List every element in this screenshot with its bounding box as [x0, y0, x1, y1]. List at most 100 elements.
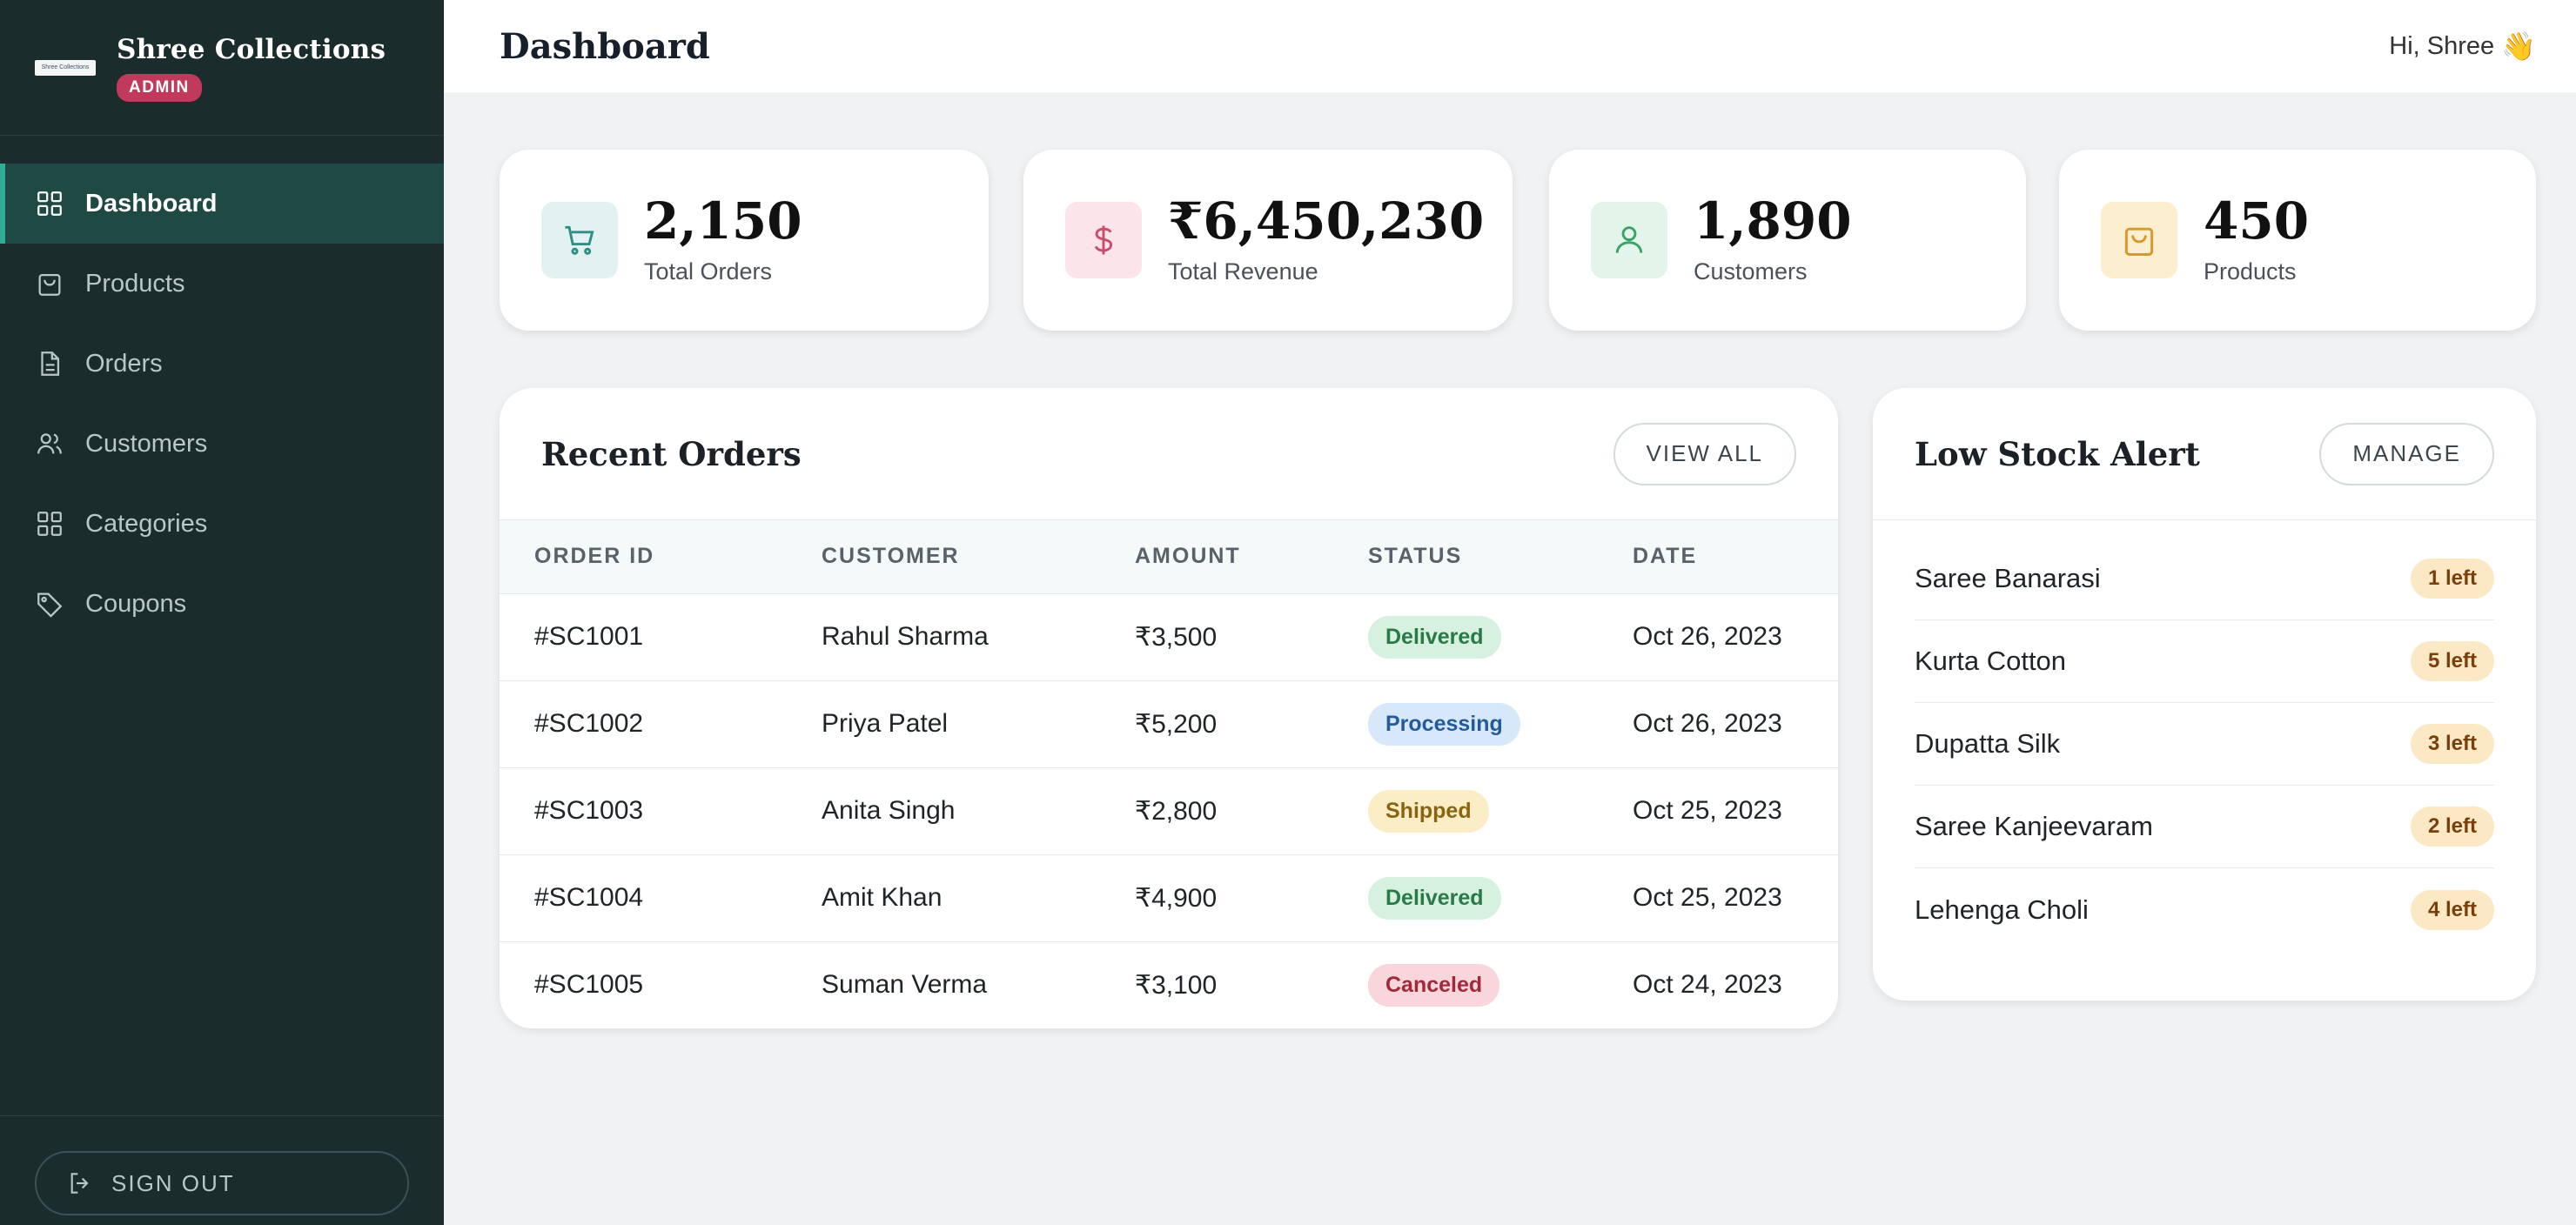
column-header[interactable]: AMOUNT	[1135, 544, 1241, 569]
bag-icon	[2101, 202, 2177, 278]
panel-title: Low Stock Alert	[1915, 434, 2200, 473]
brand: Shree Collections Shree Collections ADMI…	[0, 0, 444, 136]
top-bar: Dashboard Hi, Shree 👋	[444, 0, 2576, 92]
list-item[interactable]: Saree Banarasi 1 left	[1915, 538, 2494, 620]
grid-icon	[35, 509, 64, 539]
column-header[interactable]: DATE	[1633, 544, 1698, 569]
cart-icon	[541, 202, 618, 278]
user-greeting[interactable]: Hi, Shree 👋	[2389, 30, 2536, 63]
stat-card-customers[interactable]: 1,890 Customers	[1549, 150, 2026, 331]
sidebar-item-customers[interactable]: Customers	[0, 404, 444, 484]
stat-label: Customers	[1694, 258, 1808, 284]
sidebar-item-label: Categories	[85, 509, 208, 538]
stat-card-revenue[interactable]: ₹6,450,230 Total Revenue	[1023, 150, 1513, 331]
column-header[interactable]: ORDER ID	[534, 544, 655, 569]
waving-hand-icon: 👋	[2501, 30, 2536, 62]
panel-header: Recent Orders VIEW ALL	[500, 388, 1838, 520]
sidebar-item-label: Dashboard	[85, 189, 218, 218]
panel-title: Recent Orders	[541, 434, 802, 473]
stat-label: Total Orders	[644, 258, 773, 284]
sidebar-footer: SIGN OUT	[0, 1115, 444, 1225]
bag-icon	[35, 269, 64, 298]
order-id: #SC1001	[534, 622, 644, 651]
stat-card-orders[interactable]: 2,150 Total Orders	[500, 150, 989, 331]
sidebar-item-label: Products	[85, 269, 185, 298]
sidebar-item-products[interactable]: Products	[0, 244, 444, 324]
order-amount: ₹3,500	[1135, 622, 1218, 652]
admin-badge: ADMIN	[117, 73, 202, 102]
status-cell: Shipped	[1333, 767, 1598, 854]
stat-value: 1,890	[1694, 191, 1852, 251]
brand-logo[interactable]: Shree Collections	[35, 59, 96, 76]
product-name: Saree Banarasi	[1915, 563, 2101, 593]
recent-orders-panel: Recent Orders VIEW ALL ORDER ID CUSTOMER…	[500, 388, 1838, 1028]
document-icon	[35, 349, 64, 378]
users-icon	[35, 429, 64, 459]
status-badge: Delivered	[1368, 876, 1501, 920]
sidebar-item-coupons[interactable]: Coupons	[0, 564, 444, 644]
status-badge: Canceled	[1368, 963, 1500, 1007]
table-row[interactable]: #SC1001 Rahul Sharma ₹3,500 Delivered Oc…	[500, 593, 1838, 680]
customer-name: Rahul Sharma	[822, 622, 989, 651]
low-stock-panel: Low Stock Alert MANAGE Saree Banarasi 1 …	[1873, 388, 2536, 1001]
stat-card-products[interactable]: 450 Products	[2059, 150, 2536, 331]
order-amount: ₹5,200	[1135, 709, 1218, 739]
sign-out-button[interactable]: SIGN OUT	[35, 1151, 409, 1215]
customer-name: Anita Singh	[822, 796, 956, 825]
stat-value: 2,150	[644, 191, 802, 251]
sign-out-label: SIGN OUT	[111, 1169, 235, 1196]
page-title: Dashboard	[500, 25, 710, 67]
stat-value: 450	[2204, 191, 2310, 251]
sidebar-item-label: Orders	[85, 349, 163, 378]
low-stock-list: Saree Banarasi 1 left Kurta Cotton 5 lef…	[1873, 538, 2536, 951]
status-cell: Canceled	[1333, 941, 1598, 1028]
sidebar-item-categories[interactable]: Categories	[0, 484, 444, 564]
stat-value: ₹6,450,230	[1168, 191, 1485, 251]
product-name: Dupatta Silk	[1915, 728, 2061, 759]
stock-badge: 5 left	[2410, 641, 2494, 681]
user-icon	[1591, 202, 1667, 278]
order-date: Oct 24, 2023	[1633, 970, 1782, 1000]
status-badge: Processing	[1368, 702, 1520, 746]
customer-name: Suman Verma	[822, 970, 988, 1000]
sidebar-item-label: Customers	[85, 429, 208, 458]
list-item[interactable]: Dupatta Silk 3 left	[1915, 703, 2494, 786]
order-date: Oct 26, 2023	[1633, 709, 1782, 738]
customer-name: Priya Patel	[822, 709, 949, 738]
product-name: Kurta Cotton	[1915, 646, 2067, 676]
table-row[interactable]: #SC1003 Anita Singh ₹2,800 Shipped Oct 2…	[500, 767, 1838, 854]
dollar-icon	[1065, 202, 1142, 278]
sidebar-item-orders[interactable]: Orders	[0, 324, 444, 404]
order-id: #SC1003	[534, 796, 644, 825]
table-row[interactable]: #SC1005 Suman Verma ₹3,100 Canceled Oct …	[500, 941, 1838, 1028]
list-item[interactable]: Saree Kanjeevaram 2 left	[1915, 786, 2494, 868]
list-item[interactable]: Kurta Cotton 5 left	[1915, 620, 2494, 703]
product-name: Lehenga Choli	[1915, 894, 2089, 925]
order-date: Oct 25, 2023	[1633, 883, 1782, 912]
stock-badge: 4 left	[2410, 889, 2494, 930]
sidebar-nav: Dashboard Products Orders Customers Cate…	[0, 164, 444, 644]
view-all-button[interactable]: VIEW ALL	[1613, 422, 1796, 485]
stock-badge: 3 left	[2410, 724, 2494, 764]
greeting-text: Hi, Shree	[2389, 31, 2495, 60]
table-header-row: ORDER ID CUSTOMER AMOUNT STATUS DATE	[500, 520, 1838, 593]
brand-name: Shree Collections	[117, 33, 386, 65]
list-item[interactable]: Lehenga Choli 4 left	[1915, 868, 2494, 951]
table-row[interactable]: #SC1004 Amit Khan ₹4,900 Delivered Oct 2…	[500, 854, 1838, 941]
status-badge: Delivered	[1368, 615, 1501, 659]
sidebar-item-dashboard[interactable]: Dashboard	[0, 164, 444, 244]
grid-icon	[35, 189, 64, 218]
order-date: Oct 25, 2023	[1633, 796, 1782, 825]
logout-icon	[70, 1173, 89, 1194]
status-badge: Shipped	[1368, 789, 1489, 833]
status-cell: Processing	[1333, 680, 1598, 767]
stock-badge: 1 left	[2410, 559, 2494, 599]
status-cell: Delivered	[1333, 593, 1598, 680]
table-row[interactable]: #SC1002 Priya Patel ₹5,200 Processing Oc…	[500, 680, 1838, 767]
product-name: Saree Kanjeevaram	[1915, 811, 2153, 841]
column-header[interactable]: STATUS	[1368, 544, 1463, 569]
column-header[interactable]: CUSTOMER	[822, 544, 960, 569]
order-amount: ₹3,100	[1135, 970, 1218, 1000]
stat-label: Total Revenue	[1168, 258, 1318, 284]
manage-button[interactable]: MANAGE	[2319, 422, 2494, 485]
